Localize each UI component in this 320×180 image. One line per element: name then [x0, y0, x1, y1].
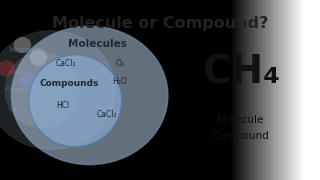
- Text: Compound: Compound: [212, 131, 269, 141]
- Text: CH₄: CH₄: [203, 53, 281, 91]
- Text: O₂: O₂: [116, 59, 124, 68]
- Text: HCl: HCl: [56, 101, 69, 110]
- Ellipse shape: [5, 52, 78, 128]
- Text: Molecule: Molecule: [218, 115, 264, 125]
- Text: Molecules: Molecules: [10, 47, 44, 53]
- Ellipse shape: [11, 26, 168, 165]
- Text: HCl: HCl: [11, 107, 21, 112]
- Ellipse shape: [0, 60, 15, 76]
- Text: CaCl₂: CaCl₂: [97, 110, 117, 119]
- Ellipse shape: [14, 37, 31, 53]
- Text: CaCl₂: CaCl₂: [55, 58, 76, 68]
- Text: Molecules: Molecules: [68, 39, 127, 49]
- Text: Molecule or Compound?: Molecule or Compound?: [52, 16, 268, 31]
- Text: Compounds: Compounds: [39, 79, 99, 88]
- Ellipse shape: [0, 31, 115, 149]
- Ellipse shape: [20, 73, 38, 89]
- Text: Comp: Comp: [5, 87, 24, 93]
- Text: H₂O: H₂O: [113, 77, 127, 86]
- Text: O₂: O₂: [21, 78, 27, 84]
- Text: CaCl₂: CaCl₂: [9, 69, 26, 75]
- Ellipse shape: [29, 55, 122, 147]
- Ellipse shape: [29, 50, 47, 66]
